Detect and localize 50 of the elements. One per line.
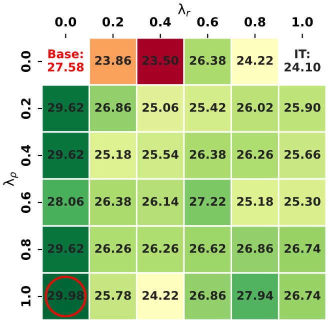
x-tick-label: 1.0: [292, 17, 313, 27]
y-tick-label: 1.0: [21, 286, 31, 306]
data-label: 29.62: [48, 244, 84, 253]
data-label: 23.50: [142, 56, 178, 65]
data-label: 25.18: [237, 196, 273, 206]
data-label: 25.90: [284, 102, 320, 112]
y-tick-label: 0.6: [21, 192, 31, 213]
data-label: 23.86: [95, 56, 132, 65]
data-label: 26.86: [190, 290, 226, 300]
y-tick-label: 0.0: [21, 51, 31, 72]
data-label: 27.94: [237, 290, 274, 300]
data-label: 26.86: [237, 244, 274, 253]
data-label: 26.26: [142, 244, 178, 253]
data-label: 26.74: [284, 244, 320, 253]
text: Base: 27.58: [48, 50, 84, 72]
data-label: 26.38: [190, 150, 226, 159]
y-tick-label: 0.8: [21, 239, 31, 260]
data-label: 29.62: [48, 102, 84, 112]
x-tick-label: 0.4: [150, 17, 171, 27]
data-label: 24.22: [142, 290, 178, 300]
data-label: 24.22: [237, 56, 273, 65]
data-label: 25.06: [142, 102, 178, 112]
x-tick-label: 0.2: [102, 17, 123, 27]
y-tick-label: 0.2: [21, 98, 31, 119]
data-label: 25.42: [190, 102, 226, 112]
data-label: 29.62: [48, 150, 84, 159]
data-label: 26.26: [95, 244, 132, 253]
data-label: 28.06: [48, 196, 84, 206]
data-label: 25.18: [95, 150, 131, 159]
data-label: 25.30: [284, 196, 320, 206]
x-tick-label: 0.0: [55, 17, 76, 27]
data-label: 26.74: [284, 290, 320, 300]
x-axis-title: λ$_{r}$: [178, 4, 190, 16]
data-label: 25.66: [284, 150, 320, 159]
data-label: 26.38: [95, 196, 131, 206]
data-label: 26.26: [237, 150, 274, 159]
data-label: 26.14: [142, 196, 178, 206]
data-label: 25.78: [95, 290, 131, 300]
data-label: 26.62: [190, 244, 226, 253]
data-label: 25.54: [142, 150, 178, 159]
data-label: 29.98: [48, 290, 84, 300]
data-label: 27.22: [190, 196, 226, 206]
data-label: 26.86: [95, 102, 132, 112]
y-tick-label: 0.4: [21, 145, 31, 166]
data-label: 26.02: [237, 102, 273, 112]
data-label: 26.38: [190, 56, 226, 65]
x-tick-label: 0.6: [197, 17, 218, 27]
x-tick-label: 0.8: [244, 17, 266, 27]
text: IT: 24.10: [284, 50, 320, 72]
y-axis-title: λ$_{ρ}$: [3, 172, 18, 186]
